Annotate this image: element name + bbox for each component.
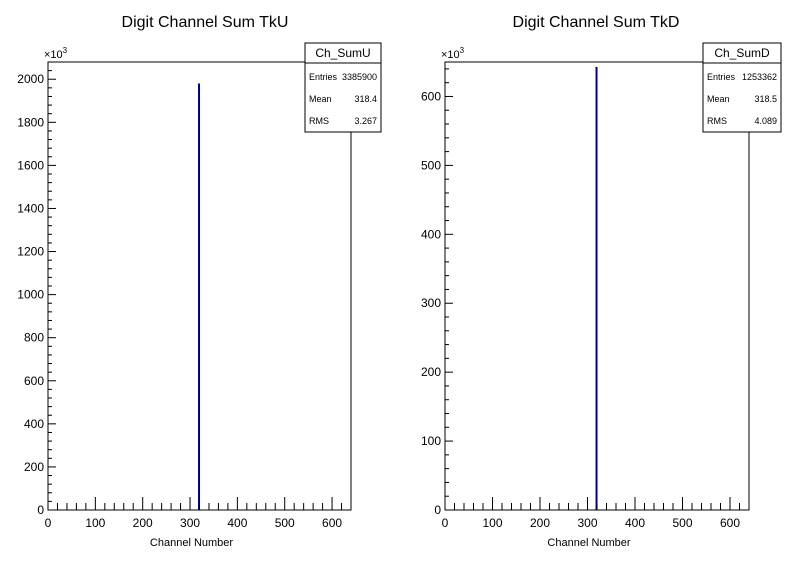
chart-panel-1: Digit Channel Sum TkU0200400600800100012… <box>17 14 382 549</box>
y-tick-label: 600 <box>24 374 44 388</box>
stats-value: 1253362 <box>742 72 777 82</box>
stats-key: Mean <box>309 94 332 104</box>
x-tick-label: 500 <box>275 516 295 530</box>
y-tick-label: 500 <box>421 158 441 172</box>
y-tick-label: 1800 <box>17 115 44 129</box>
y-tick-label: 800 <box>24 331 44 345</box>
y-multiplier-base: ×10 <box>44 49 63 61</box>
y-tick-label: 1200 <box>17 245 44 259</box>
stats-value: 4.089 <box>754 116 777 126</box>
y-tick-label: 400 <box>421 227 441 241</box>
chart-panel-2: Digit Channel Sum TkD 0 100 200 300 400 500 600… <box>421 14 782 549</box>
y-tick-label: 0 <box>434 503 441 517</box>
stats-key: Mean <box>707 94 730 104</box>
x-tick-label: 0 <box>45 516 52 530</box>
y-tick-label: 1000 <box>17 288 44 302</box>
stats-value: 3385900 <box>342 72 377 82</box>
x-tick-label: 400 <box>227 516 247 530</box>
y-tick-label: 0 <box>37 503 44 517</box>
stats-key: Entries <box>707 72 736 82</box>
x-tick-label: 600 <box>322 516 342 530</box>
stats-value: 318.5 <box>754 94 777 104</box>
y-multiplier-exponent: 3 <box>63 46 68 55</box>
x-tick-label: 500 <box>672 516 692 530</box>
x-tick-label: 200 <box>530 516 550 530</box>
x-tick-label: 200 <box>133 516 153 530</box>
y-multiplier-label: ×103 <box>441 46 465 61</box>
y-tick-label: 300 <box>421 296 441 310</box>
x-tick-label: 100 <box>85 516 105 530</box>
stats-key: RMS <box>707 116 727 126</box>
x-tick-label: 300 <box>577 516 597 530</box>
y-tick-label: 200 <box>24 460 44 474</box>
x-tick-label: 300 <box>180 516 200 530</box>
y-tick-label: 2000 <box>17 72 44 86</box>
stats-value: 318.4 <box>354 94 377 104</box>
stats-name: Ch_SumU <box>315 46 370 60</box>
chart-title: Digit Channel Sum TkU <box>122 14 289 31</box>
y-tick-label: 400 <box>24 417 44 431</box>
y-multiplier-base: ×10 <box>441 49 460 61</box>
y-tick-label: 1400 <box>17 201 44 215</box>
stats-key: RMS <box>309 116 329 126</box>
stats-box <box>304 42 382 133</box>
x-axis-title: Channel Number <box>547 537 630 549</box>
y-tick-label: 100 <box>421 434 441 448</box>
stats-box <box>702 42 782 133</box>
y-tick-label: 1600 <box>17 158 44 172</box>
y-tick-label: 600 <box>421 89 441 103</box>
y-multiplier-label: ×103 <box>44 46 68 61</box>
y-tick-label: 200 <box>421 365 441 379</box>
x-tick-label: 400 <box>625 516 645 530</box>
stats-key: Entries <box>309 72 338 82</box>
chart-title: Digit Channel Sum TkD <box>513 14 680 31</box>
x-tick-label: 0 <box>442 516 449 530</box>
y-multiplier-exponent: 3 <box>460 46 465 55</box>
x-tick-label: 600 <box>720 516 740 530</box>
stats-name: Ch_SumD <box>714 46 770 60</box>
x-tick-label: 100 <box>482 516 502 530</box>
x-axis-title: Channel Number <box>150 537 233 549</box>
stats-value: 3.267 <box>354 116 377 126</box>
